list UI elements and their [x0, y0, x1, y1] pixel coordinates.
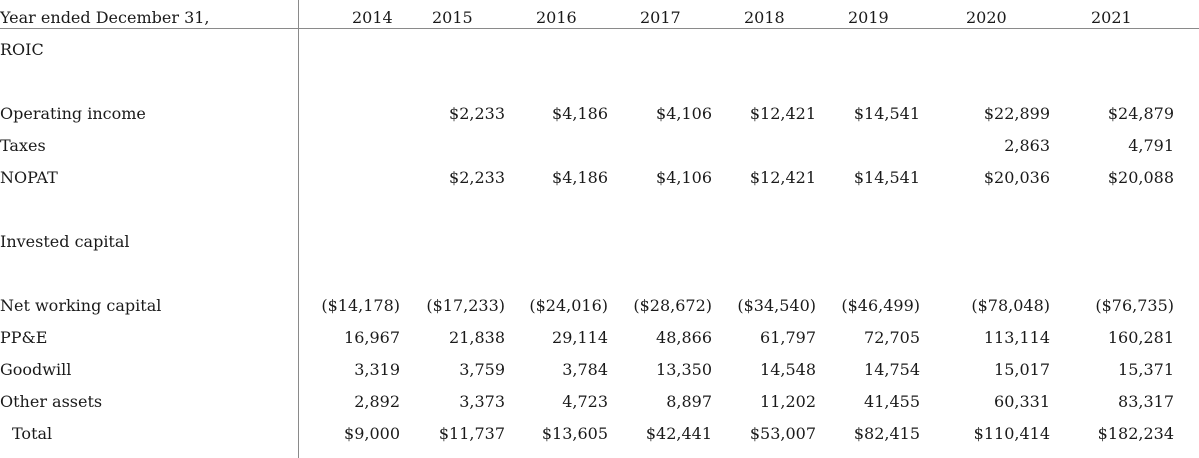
- cell-other-assets-2015: 3,373: [459, 392, 505, 411]
- cell-total-2019: $82,415: [853, 424, 920, 443]
- cell-goodwill-2016: 3,784: [562, 360, 608, 379]
- row-label-taxes: Taxes: [0, 136, 46, 155]
- cell-operating-income-2020: $22,899: [983, 104, 1050, 123]
- cell-taxes-2020: 2,863: [1004, 136, 1050, 155]
- cell-goodwill-2021: 15,371: [1118, 360, 1174, 379]
- row-label-net-working-capital: Net working capital: [0, 296, 162, 315]
- cell-nopat-2020: $20,036: [983, 168, 1050, 187]
- cell-goodwill-2019: 14,754: [864, 360, 920, 379]
- row-label-ppe: PP&E: [0, 328, 48, 347]
- cell-total-2014: $9,000: [344, 424, 400, 443]
- cell-operating-income-2019: $14,541: [853, 104, 920, 123]
- cell-net-working-capital-2021: ($76,735): [1095, 296, 1174, 315]
- cell-total-2016: $13,605: [541, 424, 608, 443]
- cell-operating-income-2021: $24,879: [1107, 104, 1174, 123]
- cell-net-working-capital-2018: ($34,540): [737, 296, 816, 315]
- cell-operating-income-2018: $12,421: [749, 104, 816, 123]
- year-header-2016: 2016: [536, 8, 577, 27]
- year-header-2014: 2014: [352, 8, 393, 27]
- cell-ppe-2020: 113,114: [983, 328, 1050, 347]
- row-label-goodwill: Goodwill: [0, 360, 72, 379]
- cell-goodwill-2014: 3,319: [354, 360, 400, 379]
- year-header-2021: 2021: [1091, 8, 1132, 27]
- cell-total-2017: $42,441: [645, 424, 712, 443]
- cell-other-assets-2020: 60,331: [994, 392, 1050, 411]
- row-label-nopat: NOPAT: [0, 168, 58, 187]
- cell-total-2015: $11,737: [438, 424, 505, 443]
- cell-net-working-capital-2019: ($46,499): [841, 296, 920, 315]
- cell-ppe-2018: 61,797: [760, 328, 816, 347]
- cell-net-working-capital-2017: ($28,672): [633, 296, 712, 315]
- cell-taxes-2021: 4,791: [1128, 136, 1174, 155]
- cell-net-working-capital-2014: ($14,178): [321, 296, 400, 315]
- cell-goodwill-2015: 3,759: [459, 360, 505, 379]
- cell-total-2020: $110,414: [973, 424, 1050, 443]
- cell-other-assets-2016: 4,723: [562, 392, 608, 411]
- year-header-2018: 2018: [744, 8, 785, 27]
- cell-operating-income-2015: $2,233: [449, 104, 505, 123]
- header-label: Year ended December 31,: [0, 8, 210, 27]
- year-header-2015: 2015: [432, 8, 473, 27]
- cell-ppe-2014: 16,967: [344, 328, 400, 347]
- cell-net-working-capital-2016: ($24,016): [529, 296, 608, 315]
- row-label-operating-income: Operating income: [0, 104, 146, 123]
- cell-ppe-2016: 29,114: [552, 328, 608, 347]
- cell-other-assets-2021: 83,317: [1118, 392, 1174, 411]
- cell-other-assets-2017: 8,897: [666, 392, 712, 411]
- cell-nopat-2015: $2,233: [449, 168, 505, 187]
- cell-nopat-2017: $4,106: [656, 168, 712, 187]
- row-label-total: Total: [12, 424, 53, 443]
- cell-net-working-capital-2015: ($17,233): [426, 296, 505, 315]
- cell-other-assets-2019: 41,455: [864, 392, 920, 411]
- cell-ppe-2015: 21,838: [449, 328, 505, 347]
- year-header-2019: 2019: [848, 8, 889, 27]
- cell-goodwill-2020: 15,017: [994, 360, 1050, 379]
- year-header-2020: 2020: [966, 8, 1007, 27]
- cell-nopat-2018: $12,421: [749, 168, 816, 187]
- column-divider: [298, 0, 299, 458]
- header-divider: [0, 28, 1199, 29]
- cell-ppe-2017: 48,866: [656, 328, 712, 347]
- row-label-other-assets: Other assets: [0, 392, 103, 411]
- cell-nopat-2016: $4,186: [552, 168, 608, 187]
- section-roic: ROIC: [0, 40, 44, 59]
- cell-total-2021: $182,234: [1097, 424, 1174, 443]
- cell-nopat-2021: $20,088: [1107, 168, 1174, 187]
- cell-operating-income-2017: $4,106: [656, 104, 712, 123]
- cell-nopat-2019: $14,541: [853, 168, 920, 187]
- cell-ppe-2021: 160,281: [1107, 328, 1174, 347]
- cell-other-assets-2018: 11,202: [760, 392, 816, 411]
- cell-goodwill-2018: 14,548: [760, 360, 816, 379]
- section-invested-capital: Invested capital: [0, 232, 130, 251]
- cell-other-assets-2014: 2,892: [354, 392, 400, 411]
- cell-total-2018: $53,007: [749, 424, 816, 443]
- cell-goodwill-2017: 13,350: [656, 360, 712, 379]
- year-header-2017: 2017: [640, 8, 681, 27]
- cell-operating-income-2016: $4,186: [552, 104, 608, 123]
- cell-net-working-capital-2020: ($78,048): [971, 296, 1050, 315]
- cell-ppe-2019: 72,705: [864, 328, 920, 347]
